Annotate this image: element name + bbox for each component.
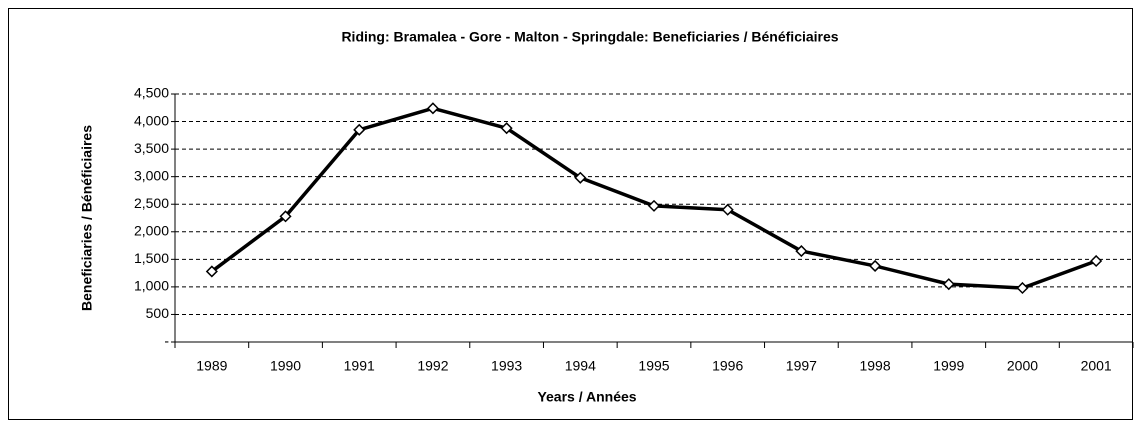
marker [721,203,734,216]
chart-border [8,8,1133,420]
y-axis-label: Beneficiaries / Bénéficiaires [79,125,95,311]
x-tick-label: 1989 [196,358,227,374]
x-tick-label: 1999 [933,358,964,374]
x-tick-label: 1996 [712,358,743,374]
x-tick-label: 1991 [344,358,375,374]
marker [942,278,955,291]
x-tick-label: 1997 [786,358,817,374]
y-tick-label: 4,000 [134,112,169,128]
x-tick-label: 2000 [1007,358,1038,374]
marker [795,245,808,258]
y-tick-label: 3,000 [134,167,169,183]
marker [869,259,882,273]
marker [1016,281,1029,295]
marker [353,123,366,136]
y-tick-label: 2,000 [134,222,169,238]
x-tick-label: 2001 [1081,358,1112,374]
x-axis-label: Years / Années [537,389,636,405]
x-tick-label: 1998 [859,358,890,374]
marker [574,171,587,184]
line [210,106,1097,290]
y-tick-label: 3,500 [134,140,169,156]
x-tick-label: 1992 [417,358,448,374]
y-tick-label: - [164,333,169,349]
y-tick-label: 1,500 [134,250,169,266]
y-tick-label: 4,500 [134,85,169,101]
x-tick-label: 1994 [565,358,596,374]
x-tick-label: 1993 [491,358,522,374]
chart-title: Riding: Bramalea - Gore - Malton - Sprin… [341,29,838,45]
x-tick-label: 1995 [638,358,669,374]
y-tick-label: 1,000 [134,278,169,294]
y-tick-label: 2,500 [134,195,169,211]
marker [647,199,661,212]
x-tick-label: 1990 [270,358,301,374]
marker [205,265,218,278]
marker [426,102,439,115]
marker [500,122,513,135]
marker [279,210,292,223]
marker [1090,254,1103,268]
y-tick-label: 500 [146,305,170,321]
